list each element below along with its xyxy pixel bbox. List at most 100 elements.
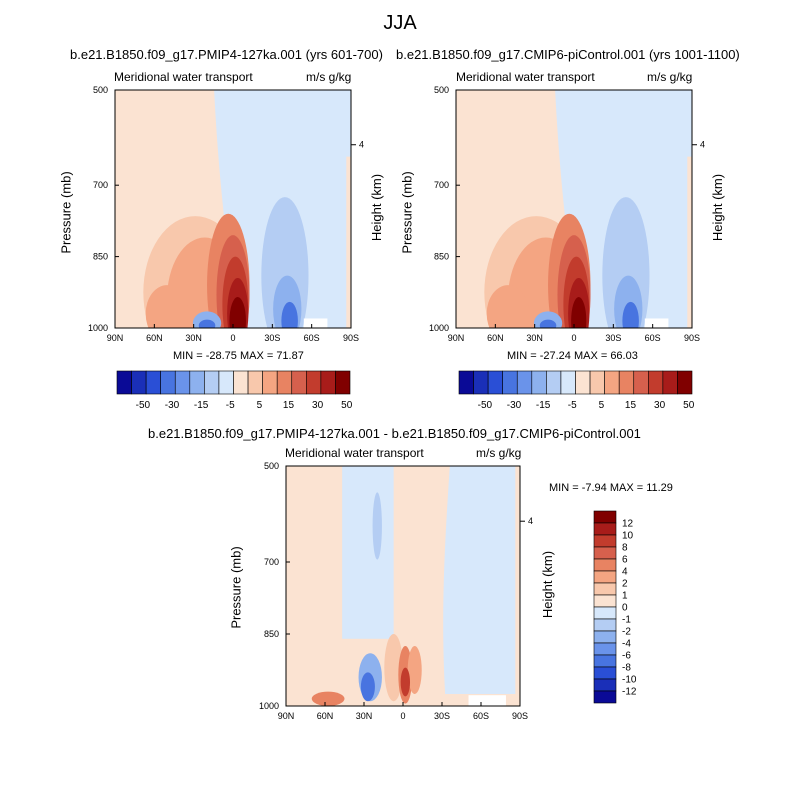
y-tick-label: 700 xyxy=(93,180,108,190)
x-tick-label: 0 xyxy=(571,333,576,343)
colorbar-swatch xyxy=(189,370,205,395)
colorbar-label: -4 xyxy=(622,639,631,650)
colorbar-swatch xyxy=(247,370,263,395)
colorbar-swatch xyxy=(560,370,576,395)
colorbar-label: 12 xyxy=(622,519,634,530)
contour-fill-diff-pos-c xyxy=(407,646,422,694)
colorbar-swatch xyxy=(306,370,322,395)
contour-fill-neg-3 xyxy=(281,301,298,328)
contour-fill-diff-pos-d xyxy=(400,667,411,697)
missing-data xyxy=(468,695,506,706)
contour-fill-diff-neg-a xyxy=(342,466,394,639)
x-tick-label: 90N xyxy=(278,711,295,721)
colorbar-swatch xyxy=(593,594,617,608)
y2-tick-label: 4 xyxy=(528,516,533,526)
x-tick-label: 30S xyxy=(264,333,280,343)
contour-fill-diff-pos-a xyxy=(384,634,404,702)
x-tick-label: 90S xyxy=(512,711,528,721)
x-tick-label: 30N xyxy=(185,333,202,343)
x-tick-label: 90N xyxy=(448,333,465,343)
colorbar-label: 2 xyxy=(622,579,628,590)
colorbar-swatch xyxy=(593,666,617,680)
colorbar-label: 10 xyxy=(622,531,634,542)
y-tick-label: 850 xyxy=(264,629,279,639)
field-tl xyxy=(115,90,351,328)
colorbar-swatch xyxy=(593,630,617,644)
contour-fill-neg-5 xyxy=(539,319,557,328)
colorbar-label: 15 xyxy=(625,400,637,411)
colorbar-label: -30 xyxy=(507,400,522,411)
x-tick-label: 60S xyxy=(645,333,661,343)
contour-fill-neg-3 xyxy=(622,301,639,328)
right-string-bottom: m/s g/kg xyxy=(476,446,522,460)
colorbar-swatch xyxy=(502,370,518,395)
colorbar-label: 6 xyxy=(622,555,628,566)
y-tick-label: 700 xyxy=(264,557,279,567)
colorbar-swatch xyxy=(593,678,617,692)
colorbar-label: -12 xyxy=(622,687,637,698)
contour-fill-pos-8 xyxy=(486,285,530,328)
colorbar-label: -5 xyxy=(226,400,235,411)
colorbar-label: -1 xyxy=(622,615,631,626)
contour-fill-pos-7 xyxy=(229,297,246,328)
colorbar-swatch xyxy=(593,642,617,656)
field-tr xyxy=(456,90,692,328)
colorbar-swatch xyxy=(593,690,617,704)
contour-fill-diff-neg-b xyxy=(443,466,516,694)
colorbar-label: 50 xyxy=(683,400,695,411)
colorbar-swatch xyxy=(662,370,678,395)
plot-area-tl xyxy=(114,89,356,329)
colorbar-swatch xyxy=(546,370,562,395)
y-tick-label: 500 xyxy=(93,85,108,95)
colorbar-label: 4 xyxy=(622,567,628,578)
colorbar-label: -6 xyxy=(622,651,631,662)
plot-area-tr xyxy=(455,89,697,329)
panel-title-bottom: b.e21.B1850.f09_g17.PMIP4-127ka.001 - b.… xyxy=(148,426,641,441)
colorbar-label: 30 xyxy=(654,400,666,411)
colorbar-swatch xyxy=(593,522,617,536)
y-tick-label: 500 xyxy=(434,85,449,95)
minmax-top-left: MIN = -28.75 MAX = 71.87 xyxy=(173,350,304,362)
colorbar-swatch xyxy=(593,570,617,584)
colorbar-swatch xyxy=(131,370,147,395)
minmax-bottom: MIN = -7.94 MAX = 11.29 xyxy=(549,482,673,494)
colorbar-label: -10 xyxy=(622,675,637,686)
y-tick-label: 850 xyxy=(93,252,108,262)
colorbar-swatch xyxy=(589,370,605,395)
left-string-top-left: Meridional water transport xyxy=(114,70,253,84)
figure-title: JJA xyxy=(383,12,417,34)
x-tick-label: 0 xyxy=(230,333,235,343)
x-tick-label: 30N xyxy=(526,333,543,343)
colorbar-label: 8 xyxy=(622,543,628,554)
y-tick-label: 500 xyxy=(264,461,279,471)
y-tick-label: 1000 xyxy=(88,323,108,333)
colorbar-label: -30 xyxy=(165,400,180,411)
x-tick-label: 60N xyxy=(317,711,334,721)
colorbar-swatch xyxy=(593,654,617,668)
colorbar-label: 5 xyxy=(599,400,605,411)
y-tick-label: 1000 xyxy=(429,323,449,333)
x-tick-label: 90S xyxy=(343,333,359,343)
x-tick-label: 90N xyxy=(107,333,124,343)
y-tick-label: 1000 xyxy=(259,701,279,711)
colorbar-swatch xyxy=(320,370,336,395)
panel-title-top-right: b.e21.B1850.f09_g17.CMIP6-piControl.001 … xyxy=(396,47,740,62)
colorbar-label: 30 xyxy=(312,400,324,411)
contour-fill-pos-edge xyxy=(687,156,692,328)
x-tick-label: 60S xyxy=(473,711,489,721)
x-tick-label: 30N xyxy=(356,711,373,721)
panel-title-top-left: b.e21.B1850.f09_g17.PMIP4-127ka.001 (yrs… xyxy=(70,47,383,62)
colorbar-swatch xyxy=(174,370,191,395)
colorbar-label: -8 xyxy=(622,663,631,674)
left-string-bottom: Meridional water transport xyxy=(285,446,424,460)
contour-fill-pos-7 xyxy=(571,297,587,328)
colorbar-swatch xyxy=(473,370,489,395)
x-tick-label: 60S xyxy=(304,333,320,343)
colorbar-swatch xyxy=(575,370,591,395)
colorbar-swatch xyxy=(262,370,278,395)
x-tick-label: 30S xyxy=(434,711,450,721)
y-tick-label: 700 xyxy=(434,180,449,190)
contour-fill-diff-neg-c xyxy=(372,492,382,560)
colorbar-label: -15 xyxy=(536,400,551,411)
colorbar-label: 1 xyxy=(622,591,628,602)
